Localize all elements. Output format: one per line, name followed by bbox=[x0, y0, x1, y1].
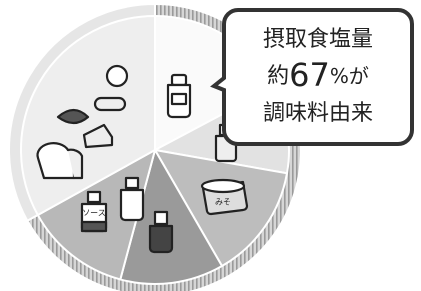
callout-number: 67 bbox=[289, 56, 330, 94]
callout-suffix: %が bbox=[330, 64, 369, 88]
callout-line: 調味料由来 bbox=[263, 101, 373, 126]
infographic: ソース みそ 摂取食塩量 約67%が 調味料由来 bbox=[0, 0, 421, 291]
sauce-label: ソース bbox=[82, 209, 106, 218]
callout-prefix: 約 bbox=[267, 64, 289, 89]
miso-label: みそ bbox=[215, 198, 231, 207]
callout-line: 摂取食塩量 bbox=[263, 27, 373, 52]
callout: 摂取食塩量 約67%が 調味料由来 bbox=[214, 10, 412, 144]
